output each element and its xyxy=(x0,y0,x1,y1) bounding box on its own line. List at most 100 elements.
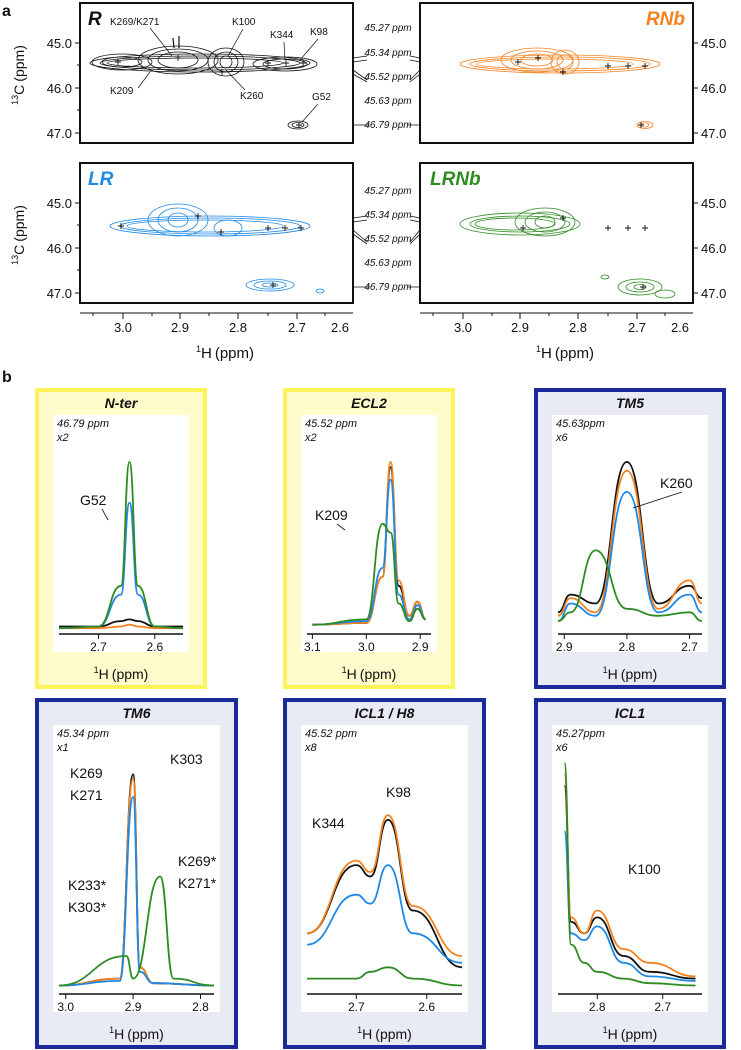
y-tick-46-bottom-right: 46.0 xyxy=(701,241,726,256)
trace-x-tick-label: 2.8 xyxy=(192,1000,209,1014)
trace-x-axis-title: 1H (ppm) xyxy=(94,665,149,682)
trace-panel-1: ECL2 45.52 ppm x2 3.1 3.0 2.9 1H (ppm) K209 xyxy=(283,388,455,689)
x-tick-2.8-left: 2.8 xyxy=(229,320,247,335)
trace-x-tick-label: 2.8 xyxy=(589,1000,606,1014)
trace-plot-area xyxy=(53,415,189,652)
trace-annotation: K303* xyxy=(68,899,107,915)
ppm-marker-45.34-top: 45.34 ppm xyxy=(364,48,411,59)
trace-scale: x2 xyxy=(304,432,317,444)
y-tick-45-top-right: 45.0 xyxy=(701,36,726,51)
trace-scale: x6 xyxy=(555,432,569,444)
trace-title: N-ter xyxy=(105,395,139,411)
trace-scale: x8 xyxy=(304,742,318,754)
trace-x-tick-label: 2.9 xyxy=(125,1000,142,1014)
ppm-arrows xyxy=(352,55,421,288)
trace-annotation: K209 xyxy=(315,507,348,523)
peak-label-K269-K271: K269/K271 xyxy=(110,17,160,28)
y-tick-47-top-left: 47.0 xyxy=(47,126,72,141)
panel-a-label: a xyxy=(2,3,11,20)
trace-ppm: 45.63ppm xyxy=(556,418,605,430)
ppm-marker-45.52-top: 45.52 ppm xyxy=(364,72,411,83)
peak-label-K98: K98 xyxy=(310,27,328,38)
panel-b-label: b xyxy=(2,369,12,386)
trace-panel-5: ICL1 45.27ppm x6 2.8 2.7 1H (ppm) K100 xyxy=(534,698,726,1049)
trace-x-axis-title: 1H (ppm) xyxy=(342,665,397,682)
trace-annotation-leader xyxy=(336,523,346,531)
trace-x-tick-label: 3.0 xyxy=(358,640,375,654)
trace-x-axis-title: 1H (ppm) xyxy=(603,665,658,682)
spectrum-LRNb-title: LRNb xyxy=(430,169,481,190)
ppm-marker-45.63-bottom: 45.63 ppm xyxy=(364,258,411,269)
trace-x-tick-label: 2.7 xyxy=(348,1000,365,1014)
trace-plot-area xyxy=(552,415,708,652)
trace-x-tick-label: 2.7 xyxy=(681,640,698,654)
y-tick-45-top-left: 45.0 xyxy=(47,36,72,51)
trace-title: TM6 xyxy=(123,705,151,721)
x-tick-3.0-right: 3.0 xyxy=(454,320,472,335)
trace-title: ICL1 xyxy=(615,705,646,721)
trace-ppm: 45.27ppm xyxy=(556,728,605,740)
ppm-marker-45.27-top: 45.27 ppm xyxy=(364,23,411,34)
y-tick-47-bottom-right: 47.0 xyxy=(701,286,726,301)
trace-x-tick-label: 2.6 xyxy=(418,1000,435,1014)
trace-annotation: K269 xyxy=(70,765,103,781)
trace-annotation: G52 xyxy=(80,492,107,508)
x-tick-2.6-right: 2.6 xyxy=(671,320,689,335)
trace-scale: x1 xyxy=(56,742,69,754)
peak-label-K100: K100 xyxy=(232,17,256,28)
y-tick-46-top-left: 46.0 xyxy=(47,81,72,96)
trace-x-tick-label: 3.1 xyxy=(304,640,321,654)
trace-annotation: K260 xyxy=(660,475,693,491)
y-tick-46-top-right: 46.0 xyxy=(701,81,726,96)
contour-blob-RNb xyxy=(459,47,661,129)
ppm-marker-45.34-bottom: 45.34 ppm xyxy=(364,210,411,221)
trace-title: ECL2 xyxy=(351,395,387,411)
trace-x-tick-label: 2.9 xyxy=(556,640,573,654)
trace-x-axis-title: 1H (ppm) xyxy=(603,1025,658,1042)
trace-title: ICL1 / H8 xyxy=(355,705,415,721)
trace-x-tick-label: 2.6 xyxy=(146,640,163,654)
spectrum-R-frame: R xyxy=(79,2,354,144)
spectrum-R-title: R xyxy=(88,9,102,30)
trace-panel-3: TM6 45.34 ppm x1 3.0 2.9 2.8 1H (ppm) K269 K271 K3… xyxy=(35,698,238,1049)
trace-scale: x6 xyxy=(555,742,569,754)
peak-markers xyxy=(115,55,648,290)
x-axis-left: 3.0 2.9 2.8 2.7 2.6 xyxy=(80,312,353,335)
trace-x-axis-title: 1H (ppm) xyxy=(357,1025,412,1042)
trace-line-LR xyxy=(557,490,703,622)
trace-panel-2: TM5 45.63ppm x6 2.9 2.8 2.7 1H (ppm) K260 xyxy=(534,388,726,689)
trace-annotation: K233* xyxy=(68,877,107,893)
contour-blob-R xyxy=(89,36,318,130)
trace-ppm: 45.34 ppm xyxy=(57,728,109,740)
y-tick-45-bottom-left: 45.0 xyxy=(47,196,72,211)
trace-panel-0: N-ter 46.79 ppm x2 2.7 2.6 1H (ppm) G52 xyxy=(35,388,207,689)
x-tick-3.0-left: 3.0 xyxy=(114,320,132,335)
svg-text:13C(ppm): 13C(ppm) xyxy=(10,205,27,265)
trace-x-tick-label: 2.7 xyxy=(654,1000,671,1014)
contour-blob-LRNb xyxy=(459,207,676,299)
y-axis-title-bottom: 13C(ppm) xyxy=(10,205,27,265)
trace-x-tick-label: 2.7 xyxy=(90,640,107,654)
trace-ppm: 45.52 ppm xyxy=(305,418,357,430)
ppm-marker-46.79-bottom: 46.79 ppm xyxy=(364,282,411,293)
ppm-markers-bottom: 45.27 ppm 45.34 ppm 45.52 ppm 45.63 ppm … xyxy=(364,186,411,293)
x-axis-title-left: 1H (ppm) xyxy=(196,344,254,362)
trace-x-tick-label: 2.8 xyxy=(619,640,636,654)
spectrum-RNb-title: RNb xyxy=(646,9,685,30)
trace-line-RNb xyxy=(306,814,463,957)
trace-annotation: K98 xyxy=(386,784,411,800)
x-axis-right: 3.0 2.9 2.8 2.7 2.6 xyxy=(420,312,693,335)
trace-x-axis-title: 1H (ppm) xyxy=(109,1025,164,1042)
peak-labels-R: K269/K271 K100 K344 K98 K209 K260 G52 xyxy=(110,17,331,123)
trace-ppm: 46.79 ppm xyxy=(57,418,109,430)
y-axis-title-top: 13C(ppm) xyxy=(10,45,27,105)
trace-ppm: 45.52 ppm xyxy=(305,728,357,740)
ppm-markers-top: 45.27 ppm 45.34 ppm 45.52 ppm 45.63 ppm … xyxy=(364,23,411,131)
trace-x-tick-label: 2.9 xyxy=(412,640,429,654)
trace-x-tick-label: 3.0 xyxy=(57,1000,74,1014)
trace-line-LR xyxy=(312,478,426,626)
trace-title: TM5 xyxy=(616,395,644,411)
ppm-marker-45.63-top: 45.63 ppm xyxy=(364,96,411,107)
trace-line-LRNb xyxy=(312,522,426,626)
trace-annotation: K100 xyxy=(628,861,661,877)
